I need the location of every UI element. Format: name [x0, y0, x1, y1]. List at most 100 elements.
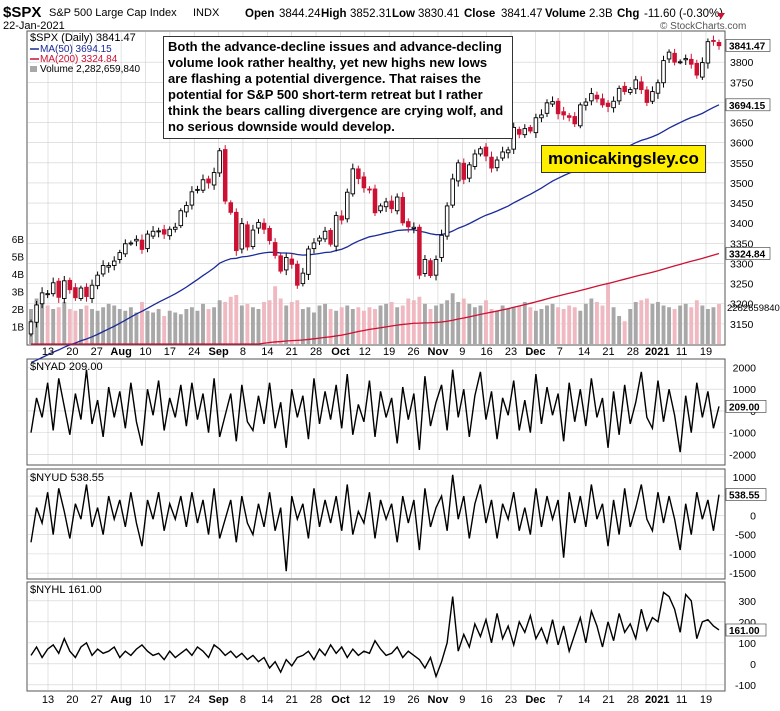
candle	[361, 172, 367, 193]
volume-bar	[628, 309, 633, 344]
candle	[117, 249, 123, 264]
candle	[572, 112, 577, 128]
candle	[594, 91, 600, 103]
x-tick-label: 19	[700, 694, 712, 706]
candle	[167, 226, 172, 240]
candle	[444, 202, 450, 240]
volume-bar	[445, 300, 450, 344]
indicator-last-tag: 538.55	[725, 488, 767, 502]
volume-bar	[40, 303, 45, 344]
candle	[239, 217, 245, 254]
ma50-tag: 3694.15	[725, 98, 771, 112]
volume-bar	[583, 303, 588, 344]
open-label: Open	[245, 8, 274, 20]
candle	[339, 210, 344, 225]
candle	[550, 96, 555, 107]
volume-bar	[312, 312, 316, 344]
volume-bar	[384, 303, 389, 344]
volume-bar	[217, 300, 222, 344]
volume-bar	[56, 307, 61, 344]
indicator-y-tick: 1000	[733, 384, 757, 396]
candle	[566, 112, 572, 122]
price-y-tick: 3600	[730, 138, 754, 150]
candle	[655, 79, 661, 99]
legend-nyud: $NYUD 538.55	[30, 472, 104, 484]
candle	[295, 260, 300, 289]
candle	[478, 146, 483, 157]
volume-bar	[428, 309, 433, 344]
svg-text:161.00: 161.00	[729, 626, 760, 637]
volume-bar	[622, 321, 627, 344]
svg-text:209.00: 209.00	[729, 402, 760, 413]
candle	[200, 174, 206, 194]
candle	[489, 151, 494, 173]
symbol: $SPX	[3, 4, 41, 21]
volume-bar	[633, 302, 638, 344]
candle	[184, 201, 189, 218]
candle	[145, 230, 150, 253]
x-tick-label: 9	[459, 346, 465, 358]
volume-bar	[495, 310, 500, 344]
legend-ma50: MA(50) 3694.15	[40, 44, 112, 55]
candle	[683, 54, 688, 66]
volume-bar	[67, 309, 72, 344]
indicator-y-tick: -2000	[729, 449, 756, 461]
candle	[350, 163, 356, 197]
candle	[195, 185, 200, 194]
candle	[267, 225, 272, 245]
volume-y-tick: 2B	[12, 305, 25, 316]
candle	[28, 319, 34, 337]
indicator-y-tick: 300	[738, 596, 756, 608]
candle	[705, 38, 711, 69]
volume-bar	[389, 302, 394, 344]
volume-bar	[705, 309, 710, 344]
candle	[661, 55, 666, 88]
volume-bar	[717, 303, 721, 344]
candle	[539, 109, 544, 123]
volume-bar	[434, 305, 438, 344]
last-price-tag: 3841.47	[725, 39, 771, 52]
open-value: 3844.24	[279, 8, 321, 20]
x-tick-label: 19	[700, 346, 712, 358]
legend-volume-swatch	[30, 66, 37, 72]
volume-label: Volume	[545, 8, 586, 20]
indicator-line	[30, 474, 720, 572]
x-tick-label: Dec	[525, 694, 545, 706]
volume-bar	[95, 310, 100, 344]
x-tick-label: 28	[627, 346, 639, 358]
candle	[711, 35, 716, 46]
high-label: High	[321, 8, 347, 20]
legend-ma200: MA(200) 3324.84	[40, 54, 118, 65]
candle	[589, 87, 594, 106]
volume-bar	[667, 307, 672, 344]
volume-y-tick: 6B	[12, 235, 25, 246]
volume-bar	[245, 303, 250, 344]
x-tick-label: 7	[557, 346, 563, 358]
x-tick-label: Sep	[208, 694, 228, 706]
x-tick-label: 14	[578, 346, 590, 358]
svg-text:3841.47: 3841.47	[729, 41, 766, 52]
candle	[123, 239, 128, 258]
candle	[222, 145, 228, 205]
ma200-line	[31, 252, 720, 345]
volume-bar	[239, 305, 244, 344]
candle	[283, 253, 289, 276]
candle	[650, 86, 655, 105]
volume-bar	[345, 305, 350, 344]
exchange: INDX	[193, 7, 220, 19]
x-tick-label: 16	[481, 346, 493, 358]
volume-bar	[350, 309, 355, 344]
volume-bar	[711, 307, 716, 344]
candle	[134, 235, 139, 247]
volume-bar	[517, 305, 522, 344]
x-tick-label: Oct	[331, 694, 350, 706]
candle	[472, 149, 478, 170]
x-tick-label: 21	[286, 694, 298, 706]
volume-bar	[167, 310, 172, 344]
volume-bar	[156, 309, 161, 344]
volume-bar	[411, 300, 416, 344]
candle	[378, 203, 383, 214]
candle	[311, 238, 317, 254]
candle	[39, 287, 45, 309]
x-tick-label: 17	[164, 694, 176, 706]
